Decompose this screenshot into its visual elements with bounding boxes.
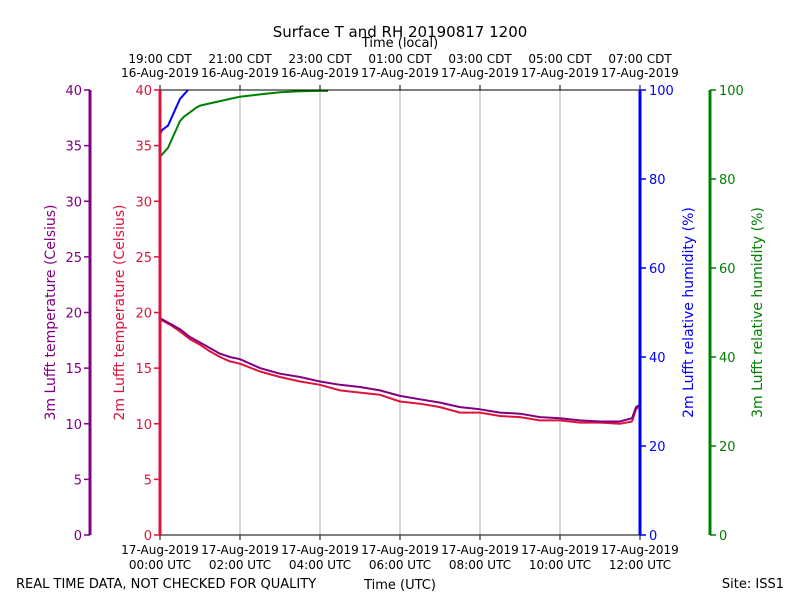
x-tick-label: 17-Aug-2019 — [361, 543, 439, 557]
x-tick-label: 04:00 UTC — [289, 558, 351, 572]
y-tick-label-t2m: 15 — [135, 362, 152, 377]
y-tick-label-t3m: 0 — [74, 529, 82, 544]
y-tick-label-rh3m: 40 — [719, 351, 736, 366]
x-tick-label: 17-Aug-2019 — [201, 543, 279, 557]
x-top-tick-label: 21:00 CDT — [208, 52, 272, 66]
x-top-tick-label: 05:00 CDT — [528, 52, 592, 66]
x-tick-label: 12:00 UTC — [609, 558, 671, 572]
y-tick-label-rh2m: 0 — [649, 529, 657, 544]
y-tick-label-t2m: 25 — [135, 251, 152, 266]
y-tick-label-rh3m: 80 — [719, 173, 736, 188]
series-line-t2m — [159, 318, 641, 425]
x-top-tick-label: 19:00 CDT — [128, 52, 192, 66]
x-top-tick-label: 17-Aug-2019 — [521, 66, 599, 80]
y-tick-label-t3m: 5 — [74, 473, 82, 488]
x-top-tick-label: 16-Aug-2019 — [281, 66, 359, 80]
y-tick-label-t2m: 20 — [135, 307, 152, 322]
x-tick-label: 10:00 UTC — [529, 558, 591, 572]
x-top-tick-label: 17-Aug-2019 — [361, 66, 439, 80]
y-tick-label-t3m: 35 — [65, 140, 82, 155]
chart-title: Surface T and RH 20190817 1200 — [273, 23, 528, 41]
bottom-axis-title: Time (UTC) — [363, 578, 436, 593]
y-tick-label-t2m: 35 — [135, 140, 152, 155]
y-tick-label-t3m: 10 — [65, 418, 82, 433]
y-tick-label-t3m: 25 — [65, 251, 82, 266]
y-tick-label-rh2m: 100 — [649, 84, 674, 99]
y-tick-label-rh2m: 20 — [649, 440, 666, 455]
series-line-rh3m — [159, 89, 328, 158]
x-top-tick-label: 16-Aug-2019 — [201, 66, 279, 80]
x-tick-label: 08:00 UTC — [449, 558, 511, 572]
y-tick-label-t3m: 30 — [65, 195, 82, 210]
y-tick-label-t2m: 40 — [135, 84, 152, 99]
y-tick-label-t3m: 20 — [65, 307, 82, 322]
y-axis-label-rh2m: 2m Lufft relative humidity (%) — [681, 207, 697, 418]
x-top-tick-label: 17-Aug-2019 — [441, 66, 519, 80]
y-tick-label-t3m: 15 — [65, 362, 82, 377]
y-axis-label-t2m: 2m Lufft temperature (Celsius) — [112, 204, 128, 420]
site-label: Site: ISS1 — [722, 577, 784, 592]
y-axis-label-rh3m: 3m Lufft relative humidity (%) — [750, 207, 766, 418]
x-tick-label: 17-Aug-2019 — [121, 543, 199, 557]
y-tick-label-rh3m: 20 — [719, 440, 736, 455]
series-line-t3m — [159, 317, 641, 423]
y-tick-label-rh3m: 0 — [719, 529, 727, 544]
x-tick-label: 17-Aug-2019 — [521, 543, 599, 557]
x-tick-label: 17-Aug-2019 — [281, 543, 359, 557]
x-top-tick-label: 23:00 CDT — [288, 52, 352, 66]
top-axis-title: Time (local) — [361, 36, 438, 51]
y-tick-label-rh3m: 60 — [719, 262, 736, 277]
x-tick-label: 02:00 UTC — [209, 558, 271, 572]
y-tick-label-t2m: 30 — [135, 195, 152, 210]
quality-disclaimer: REAL TIME DATA, NOT CHECKED FOR QUALITY — [16, 577, 316, 592]
x-top-tick-label: 07:00 CDT — [608, 52, 672, 66]
y-tick-label-rh2m: 60 — [649, 262, 666, 277]
y-tick-label-rh2m: 40 — [649, 351, 666, 366]
y-tick-label-t2m: 0 — [144, 529, 152, 544]
series-line-rh2m — [159, 89, 189, 135]
x-tick-label: 17-Aug-2019 — [601, 543, 679, 557]
y-tick-label-t2m: 10 — [135, 418, 152, 433]
grid — [239, 90, 561, 535]
x-top-tick-label: 03:00 CDT — [448, 52, 512, 66]
x-top-tick-label: 16-Aug-2019 — [121, 66, 199, 80]
y-tick-label-t3m: 40 — [65, 84, 82, 99]
x-top-tick-label: 01:00 CDT — [368, 52, 432, 66]
y-tick-label-rh2m: 80 — [649, 173, 666, 188]
x-tick-label: 00:00 UTC — [129, 558, 191, 572]
x-tick-label: 17-Aug-2019 — [441, 543, 519, 557]
x-top-tick-label: 17-Aug-2019 — [601, 66, 679, 80]
x-tick-label: 06:00 UTC — [369, 558, 431, 572]
y-axis-label-t3m: 3m Lufft temperature (Celsius) — [43, 204, 59, 420]
y-tick-label-t2m: 5 — [144, 473, 152, 488]
y-tick-label-rh3m: 100 — [719, 84, 744, 99]
series-lines — [159, 89, 641, 425]
